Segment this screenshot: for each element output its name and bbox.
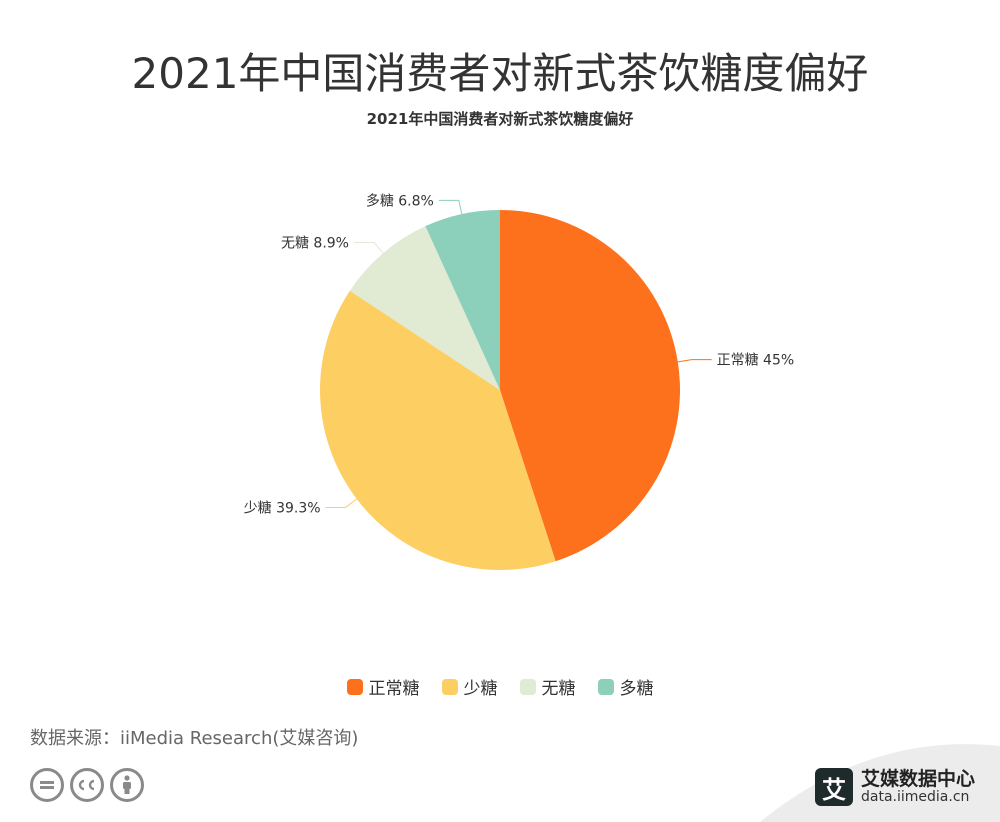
leader-line <box>438 199 463 215</box>
page-title: 2021年中国消费者对新式茶饮糖度偏好 <box>131 49 869 98</box>
data-source: 数据来源：iiMedia Research(艾媒咨询) <box>30 728 359 749</box>
chart-title: 2021年中国消费者对新式茶饮糖度偏好 <box>366 110 634 128</box>
cc-cc-icon <box>70 768 104 802</box>
cc-person-icon <box>110 768 144 802</box>
slice-less-sugar[interactable] <box>319 290 556 570</box>
legend-label: 多糖 <box>619 679 654 699</box>
legend-swatch <box>519 678 536 695</box>
slice-normal-sugar[interactable] <box>500 210 680 562</box>
leader-line <box>354 241 384 254</box>
legend-label: 无糖 <box>541 679 576 699</box>
legend-swatch <box>597 678 614 695</box>
legend-swatch <box>441 678 458 695</box>
legend-swatch <box>346 678 363 695</box>
legend-item-normal-sugar[interactable]: 正常糖 <box>346 674 420 699</box>
brand-name: 艾媒数据中心 <box>861 767 976 790</box>
brand-mark: 艾 艾媒数据中心 data.iimedia.cn <box>815 768 975 806</box>
pie-chart: 正常糖 45% 少糖 39.3% 无糖 8.9% 多糖 6.8% <box>244 192 795 570</box>
cc-equal-icon <box>30 768 64 802</box>
slice-more-sugar[interactable] <box>425 210 500 390</box>
slice-data-label: 无糖 8.9% <box>281 235 349 251</box>
slice-data-label: 少糖 39.3% <box>244 500 321 516</box>
slice-no-sugar[interactable] <box>349 226 500 390</box>
leader-line <box>325 498 358 508</box>
slice-data-label: 多糖 6.8% <box>366 192 434 209</box>
cc-license-icons <box>30 768 144 802</box>
legend-item-less-sugar[interactable]: 少糖 <box>441 674 498 699</box>
slice-data-label: 正常糖 45% <box>717 353 795 369</box>
brand-url: data.iimedia.cn <box>861 788 970 805</box>
brand-logo-icon: 艾 <box>815 768 853 806</box>
legend-label: 少糖 <box>463 679 498 699</box>
chart-legend: 正常糖 少糖 无糖 多糖 <box>0 674 1000 699</box>
legend-item-no-sugar[interactable]: 无糖 <box>519 674 576 699</box>
leader-line <box>677 359 712 363</box>
legend-item-more-sugar[interactable]: 多糖 <box>597 674 654 699</box>
legend-label: 正常糖 <box>368 679 420 699</box>
